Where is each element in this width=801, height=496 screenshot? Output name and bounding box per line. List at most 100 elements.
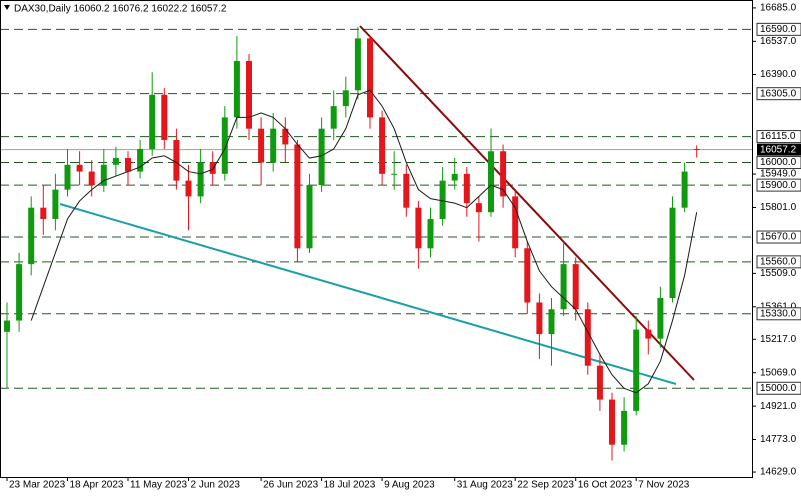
candle-body bbox=[137, 148, 144, 172]
y-tick-label: 15069.0 bbox=[760, 367, 797, 378]
price-label: 16057.2 bbox=[760, 144, 797, 155]
candle-body bbox=[161, 94, 168, 140]
level-label-box bbox=[756, 87, 801, 101]
y-tick-label: 14921.0 bbox=[760, 401, 797, 412]
candle-body bbox=[488, 151, 494, 213]
x-tick-label: 11 May 2023 bbox=[130, 480, 188, 491]
x-tick-label: 7 Nov 2023 bbox=[638, 480, 690, 491]
candle-body bbox=[354, 38, 361, 91]
plot-frame bbox=[0, 0, 753, 478]
candle-body bbox=[669, 207, 676, 298]
candle-body bbox=[185, 180, 192, 197]
candle-body bbox=[28, 207, 35, 265]
candle-body bbox=[524, 248, 531, 303]
candle-body bbox=[246, 60, 252, 129]
support-trendline bbox=[59, 203, 677, 385]
level-label: 16000.0 bbox=[760, 157, 797, 168]
candle-body bbox=[342, 90, 349, 107]
level-label: 15000.0 bbox=[760, 383, 797, 394]
candle-body bbox=[584, 309, 591, 366]
level-label: 15670.0 bbox=[760, 232, 797, 243]
candle-body bbox=[645, 329, 652, 339]
y-tick-label: 15801.0 bbox=[760, 202, 797, 213]
candle-body bbox=[500, 151, 507, 197]
candle-body bbox=[270, 128, 277, 163]
candle-body bbox=[572, 264, 579, 310]
candle-body bbox=[391, 173, 398, 175]
candle-body bbox=[149, 94, 156, 149]
y-tick-label: 14773.0 bbox=[760, 434, 797, 445]
candle-body bbox=[451, 173, 458, 181]
x-tick-label: 18 Jul 2023 bbox=[324, 480, 376, 491]
y-tick-label: 15217.0 bbox=[760, 334, 797, 345]
candle-body bbox=[197, 162, 204, 197]
candle-body bbox=[463, 173, 470, 204]
level-label-box bbox=[756, 22, 801, 36]
level-label: 16305.0 bbox=[760, 88, 797, 99]
candle-body bbox=[125, 158, 131, 172]
x-tick-label: 9 Aug 2023 bbox=[384, 480, 435, 491]
candle-body bbox=[233, 60, 240, 118]
moving-average bbox=[30, 89, 698, 394]
candle-body bbox=[76, 164, 83, 172]
level-label: 15900.0 bbox=[760, 180, 797, 191]
candle-body bbox=[4, 320, 10, 332]
y-tick-label: 15361.0 bbox=[760, 301, 797, 312]
candle-body bbox=[633, 329, 640, 411]
candle-body bbox=[282, 128, 289, 145]
level-label: 15560.0 bbox=[760, 257, 797, 268]
candle-body bbox=[306, 185, 313, 249]
candle-body bbox=[112, 158, 119, 165]
candle-body bbox=[379, 117, 386, 174]
candle-body bbox=[294, 144, 301, 249]
x-tick-label: 22 Sep 2023 bbox=[517, 480, 574, 491]
level-label: 16590.0 bbox=[760, 24, 797, 35]
candle-body bbox=[439, 180, 446, 219]
level-label-box bbox=[756, 307, 801, 321]
candle-body bbox=[681, 171, 688, 208]
title-arrow bbox=[4, 5, 10, 10]
candle-body bbox=[258, 128, 265, 163]
candle-body bbox=[52, 189, 59, 219]
candle-body bbox=[415, 207, 422, 249]
x-tick-label: 26 Jun 2023 bbox=[263, 480, 318, 491]
candle-body bbox=[621, 410, 628, 445]
candle-body bbox=[609, 399, 615, 445]
level-label-box bbox=[756, 381, 801, 395]
candle-body bbox=[64, 164, 71, 190]
candle-body bbox=[16, 264, 23, 321]
candle-body bbox=[100, 164, 107, 186]
candle-body bbox=[427, 218, 434, 249]
y-tick-label: 15949.0 bbox=[760, 169, 797, 180]
level-label: 15330.0 bbox=[760, 308, 797, 319]
candle-body bbox=[221, 117, 228, 174]
x-tick-label: 23 Mar 2023 bbox=[9, 480, 66, 491]
candle-body bbox=[367, 38, 373, 118]
y-tick-label: 15509.0 bbox=[760, 268, 797, 279]
x-tick-label: 31 Aug 2023 bbox=[457, 480, 514, 491]
candle-body bbox=[512, 196, 519, 249]
level-label-box bbox=[756, 130, 801, 144]
price-label-box bbox=[757, 143, 801, 156]
level-label: 16115.0 bbox=[760, 131, 796, 142]
candle-body bbox=[548, 309, 555, 335]
candle-body bbox=[693, 148, 700, 150]
candle-body bbox=[403, 173, 410, 208]
level-label-box bbox=[756, 230, 801, 244]
y-tick-label: 16390.0 bbox=[760, 69, 797, 80]
y-tick-label: 16537.0 bbox=[760, 36, 797, 47]
level-label-box bbox=[756, 156, 801, 170]
candle-body bbox=[560, 264, 567, 310]
candle-body bbox=[88, 171, 95, 186]
candle-body bbox=[475, 203, 482, 213]
level-label-box bbox=[756, 178, 801, 192]
candle-body bbox=[536, 302, 543, 335]
candle-body bbox=[657, 297, 664, 339]
candle-body bbox=[40, 207, 47, 219]
candle-body bbox=[596, 365, 603, 400]
x-tick-label: 2 Jun 2023 bbox=[191, 480, 241, 491]
x-tick-label: 16 Oct 2023 bbox=[578, 480, 633, 491]
y-tick-label: 16685.0 bbox=[760, 3, 797, 14]
